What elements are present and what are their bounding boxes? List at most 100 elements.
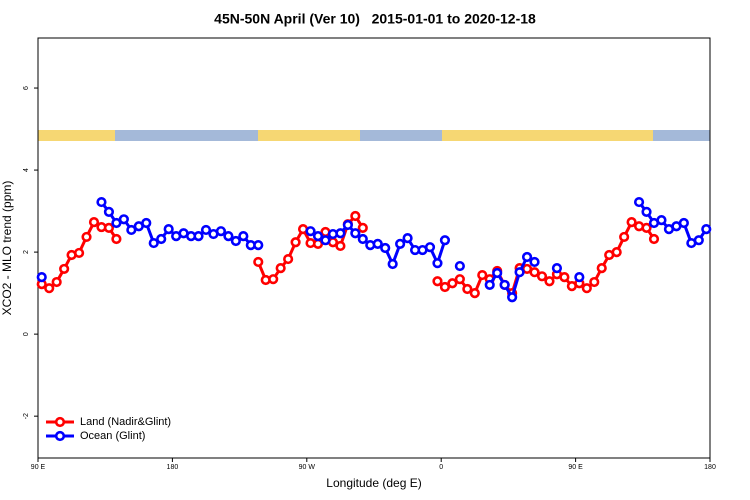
point [507, 292, 518, 303]
point [335, 240, 346, 252]
point [148, 237, 159, 249]
x-tick-label: 180 [167, 464, 179, 471]
point [253, 256, 264, 268]
point [268, 274, 279, 285]
point [193, 231, 204, 242]
point [395, 238, 406, 249]
point [432, 258, 443, 269]
point [81, 231, 92, 243]
point [439, 235, 451, 246]
point [163, 224, 174, 235]
point [521, 251, 533, 263]
point [596, 262, 607, 274]
point [44, 283, 55, 294]
point [320, 235, 331, 246]
point [96, 196, 107, 208]
point [305, 226, 316, 237]
point [551, 262, 563, 274]
point [111, 233, 122, 245]
point [641, 222, 652, 234]
point [529, 256, 540, 268]
x-axis-label: Longitude (deg E) [326, 476, 421, 490]
point [111, 217, 122, 229]
x-tick-label: 90 W [299, 464, 316, 471]
point [73, 247, 85, 259]
point [51, 276, 62, 288]
point [275, 262, 286, 274]
point [619, 231, 630, 243]
point [283, 253, 294, 265]
legend-label: Land (Nadir&Glint) [80, 416, 171, 428]
point [574, 272, 585, 283]
point [454, 260, 465, 272]
point [484, 279, 495, 291]
point [469, 288, 480, 299]
point [380, 242, 391, 254]
x-tick-label: 90 E [31, 464, 46, 471]
point [424, 242, 436, 253]
y-tick-label: 2 [23, 250, 30, 254]
point [230, 235, 241, 247]
chart-title: 45N-50N April (Ver 10) 2015-01-01 to 202… [214, 11, 536, 27]
point [447, 278, 458, 289]
point [693, 235, 704, 246]
point [118, 214, 129, 225]
point [611, 247, 622, 258]
point [559, 272, 570, 283]
point [350, 228, 361, 239]
point [200, 224, 212, 236]
point [312, 231, 324, 242]
point [514, 267, 525, 278]
point [342, 219, 353, 231]
point [59, 263, 70, 275]
point [372, 238, 383, 249]
point [103, 222, 115, 234]
point [223, 231, 234, 242]
point [238, 231, 249, 242]
point [88, 217, 100, 228]
point [36, 272, 47, 283]
legend-marker [54, 416, 66, 428]
legend-marker [54, 430, 66, 442]
y-tick-label: 4 [23, 168, 30, 172]
point [477, 269, 488, 281]
point [141, 217, 152, 229]
point [215, 226, 227, 237]
point [387, 258, 398, 270]
point [544, 276, 555, 287]
point [701, 224, 712, 235]
point [529, 267, 540, 278]
point [290, 237, 301, 248]
point [536, 271, 548, 282]
point [126, 224, 137, 236]
point [253, 240, 264, 251]
x-tick-label: 90 E [568, 464, 583, 471]
point [648, 233, 660, 245]
point [678, 217, 689, 229]
point [156, 233, 167, 245]
point [335, 228, 346, 239]
y-tick-label: -2 [23, 413, 30, 419]
y-axis-label: XCO2 - MLO trend (ppm) [0, 181, 14, 316]
point [626, 217, 637, 228]
y-tick-label: 0 [23, 332, 30, 336]
point [633, 196, 645, 208]
point [454, 274, 465, 285]
point [589, 276, 600, 288]
point [462, 283, 473, 295]
plot-frame [37, 37, 711, 459]
y-tick-label: 6 [23, 86, 30, 90]
point [350, 210, 361, 222]
point [641, 206, 652, 218]
x-tick-label: 180 [704, 464, 716, 471]
x-tick-label: 0 [439, 464, 443, 471]
point [656, 215, 667, 226]
point [581, 283, 592, 294]
point [492, 267, 503, 279]
point [439, 281, 451, 293]
land-ocean-strip [38, 130, 710, 141]
point [402, 233, 413, 244]
point [357, 222, 368, 234]
